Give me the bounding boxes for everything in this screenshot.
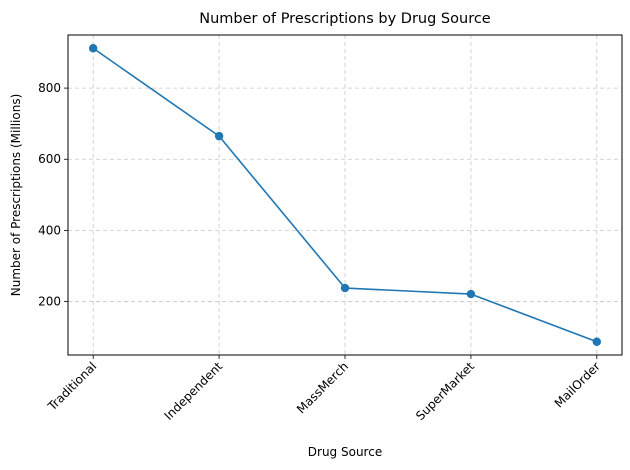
data-point (214, 131, 224, 141)
y-tick-label: 800 (38, 81, 61, 95)
x-axis-title: Drug Source (308, 445, 382, 459)
grid-lines (68, 35, 622, 355)
tick-labels: Traditional Independent MassMerch SuperMark… (38, 81, 603, 423)
y-tick-label: 600 (38, 152, 61, 166)
x-tick-label: MassMerch (294, 359, 351, 416)
data-point (592, 337, 602, 346)
plot-frame (67, 34, 623, 356)
data-series (88, 44, 602, 346)
chart-title: Number of Prescriptions by Drug Source (199, 11, 491, 27)
data-point (88, 44, 98, 53)
x-tick-label: Traditional (45, 359, 100, 414)
x-tick-label: MailOrder (552, 359, 603, 410)
y-tick-label: 400 (38, 223, 61, 237)
y-tick-label: 200 (38, 295, 61, 309)
x-tick-label: SuperMarket (413, 359, 477, 423)
data-point (466, 289, 476, 299)
data-point (340, 283, 350, 293)
axis-ticks (64, 87, 598, 359)
y-axis-title: Number of Prescriptions (Millions) (9, 94, 23, 297)
x-tick-label: Independent (162, 359, 226, 423)
